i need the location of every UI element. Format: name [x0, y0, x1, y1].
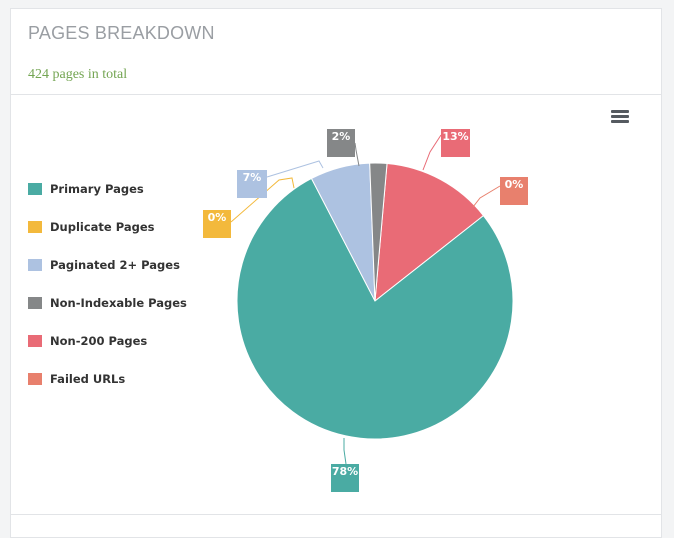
chart-legend: Primary Pages Duplicate Pages Paginated 2+…: [28, 182, 187, 410]
data-label-box: [331, 464, 359, 492]
legend-swatch: [28, 259, 42, 271]
data-label: 2%: [332, 130, 351, 143]
legend-swatch: [28, 335, 42, 347]
data-label: 78%: [332, 465, 358, 478]
hamburger-menu-icon[interactable]: [611, 110, 629, 126]
legend-item-failed-urls[interactable]: Failed URLs: [28, 372, 187, 410]
legend-item-non-200-pages[interactable]: Non-200 Pages: [28, 334, 187, 372]
pie-chart: 78% 0% 7% 2% 13% 0%: [203, 129, 528, 492]
pie-slice-primary-pages[interactable]: [236, 177, 514, 440]
data-label: 13%: [442, 130, 468, 143]
pie-slice-non-indexable-pages[interactable]: [369, 162, 388, 302]
card-divider: [11, 514, 661, 515]
data-label-box: [237, 170, 267, 198]
data-label: 0%: [505, 178, 524, 191]
legend-label: Non-Indexable Pages: [50, 296, 187, 310]
card-title: PAGES BREAKDOWN: [28, 23, 215, 43]
data-label-box: [441, 129, 470, 157]
pie-slice-non-200-pages[interactable]: [374, 162, 485, 303]
legend-label: Duplicate Pages: [50, 220, 155, 234]
card-subtitle: 424 pages in total: [28, 67, 128, 82]
data-label-connector: [422, 134, 442, 171]
data-label-connector: [343, 438, 347, 465]
legend-swatch: [28, 221, 42, 233]
legend-label: Non-200 Pages: [50, 334, 148, 348]
data-label-connector: [354, 142, 360, 167]
data-label-connector: [266, 160, 324, 178]
data-label-box: [327, 129, 355, 157]
legend-item-primary-pages[interactable]: Primary Pages: [28, 182, 187, 220]
legend-label: Primary Pages: [50, 182, 144, 196]
card-header: PAGES BREAKDOWN 424 pages in total: [11, 9, 661, 95]
legend-item-non-indexable-pages[interactable]: Non-Indexable Pages: [28, 296, 187, 334]
legend-item-paginated-2-pages[interactable]: Paginated 2+ Pages: [28, 258, 187, 296]
data-label-connector: [472, 185, 501, 208]
data-label-connector: [230, 177, 295, 223]
data-label: 7%: [243, 171, 262, 184]
data-label-box: [500, 177, 528, 205]
data-label: 0%: [208, 211, 227, 224]
legend-swatch: [28, 297, 42, 309]
legend-swatch: [28, 183, 42, 195]
data-label-box: [203, 210, 231, 238]
legend-label: Failed URLs: [50, 372, 126, 386]
legend-label: Paginated 2+ Pages: [50, 258, 180, 272]
legend-item-duplicate-pages[interactable]: Duplicate Pages: [28, 220, 187, 258]
legend-swatch: [28, 373, 42, 385]
